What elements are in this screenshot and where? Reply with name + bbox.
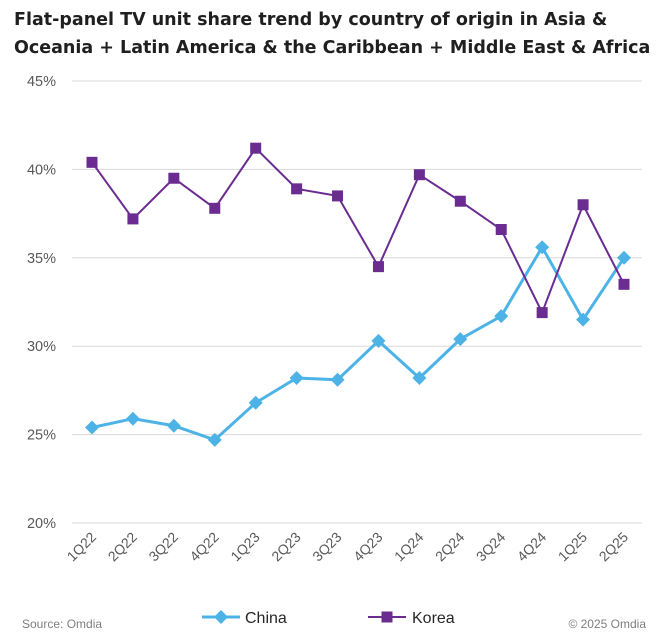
gridlines: [72, 80, 642, 524]
korea-point: [536, 307, 548, 319]
china-point: [207, 432, 222, 447]
series-layer: [85, 142, 631, 447]
korea-point: [618, 278, 630, 290]
legend: China Korea: [202, 610, 455, 627]
x-tick-label: 1Q24: [391, 529, 427, 565]
y-tick-label: 45%: [27, 74, 56, 90]
korea-point: [291, 183, 303, 195]
chart-title: Flat-panel TV unit share trend by countr…: [14, 10, 651, 58]
x-tick-label: 3Q24: [473, 529, 509, 565]
x-tick-label: 2Q23: [268, 529, 304, 565]
china-point: [85, 420, 99, 435]
korea-point: [454, 195, 466, 207]
x-axis: 1Q22 2Q22 3Q22 4Q22 1Q23 2Q23 3Q23 4Q23 1Q24 2Q24…: [64, 529, 632, 565]
y-tick-label: 35%: [27, 251, 56, 267]
korea-series-line: [91, 146, 625, 316]
china-point: [412, 371, 427, 386]
legend-marker-korea: [381, 611, 393, 623]
china-point: [617, 250, 631, 265]
korea-point: [168, 172, 180, 184]
source-note: Source: Omdia: [22, 617, 103, 631]
china-point: [330, 372, 345, 387]
korea-point: [250, 142, 262, 154]
x-tick-label: 3Q22: [145, 529, 181, 565]
y-axis: 20% 25% 30% 35% 40% 45%: [27, 74, 56, 532]
china-point: [289, 371, 304, 386]
korea-point: [86, 156, 98, 168]
y-tick-label: 30%: [27, 339, 56, 355]
korea-point: [127, 213, 139, 225]
x-tick-label: 2Q24: [432, 529, 468, 565]
china-series-line: [91, 244, 626, 442]
china-point: [166, 418, 181, 433]
china-point: [576, 312, 591, 327]
x-tick-label: 1Q23: [227, 529, 263, 565]
legend-label-korea: Korea: [412, 610, 455, 627]
china-point: [494, 309, 509, 324]
legend-marker-china: [214, 610, 228, 624]
korea-point: [209, 202, 221, 214]
x-tick-label: 3Q23: [309, 529, 345, 565]
y-tick-label: 25%: [27, 428, 56, 444]
china-point: [453, 332, 468, 347]
korea-point: [495, 224, 507, 236]
y-tick-label: 20%: [27, 516, 56, 532]
x-tick-label: 4Q22: [186, 529, 222, 565]
china-point: [371, 333, 386, 348]
korea-point: [372, 261, 384, 273]
x-tick-label: 2Q22: [105, 529, 141, 565]
x-tick-label: 1Q25: [555, 529, 591, 565]
legend-label-china: China: [245, 610, 287, 627]
x-tick-label: 4Q23: [350, 529, 386, 565]
y-tick-label: 40%: [27, 162, 56, 178]
x-tick-label: 1Q22: [64, 529, 100, 565]
x-tick-label: 4Q24: [514, 529, 550, 565]
x-tick-label: 2Q25: [596, 529, 632, 565]
korea-point: [332, 190, 344, 202]
china-point: [125, 411, 140, 426]
copyright-note: © 2025 Omdia: [568, 617, 646, 631]
china-point: [535, 240, 550, 255]
china-point: [248, 395, 263, 410]
korea-point: [577, 199, 589, 211]
korea-point: [413, 169, 425, 181]
